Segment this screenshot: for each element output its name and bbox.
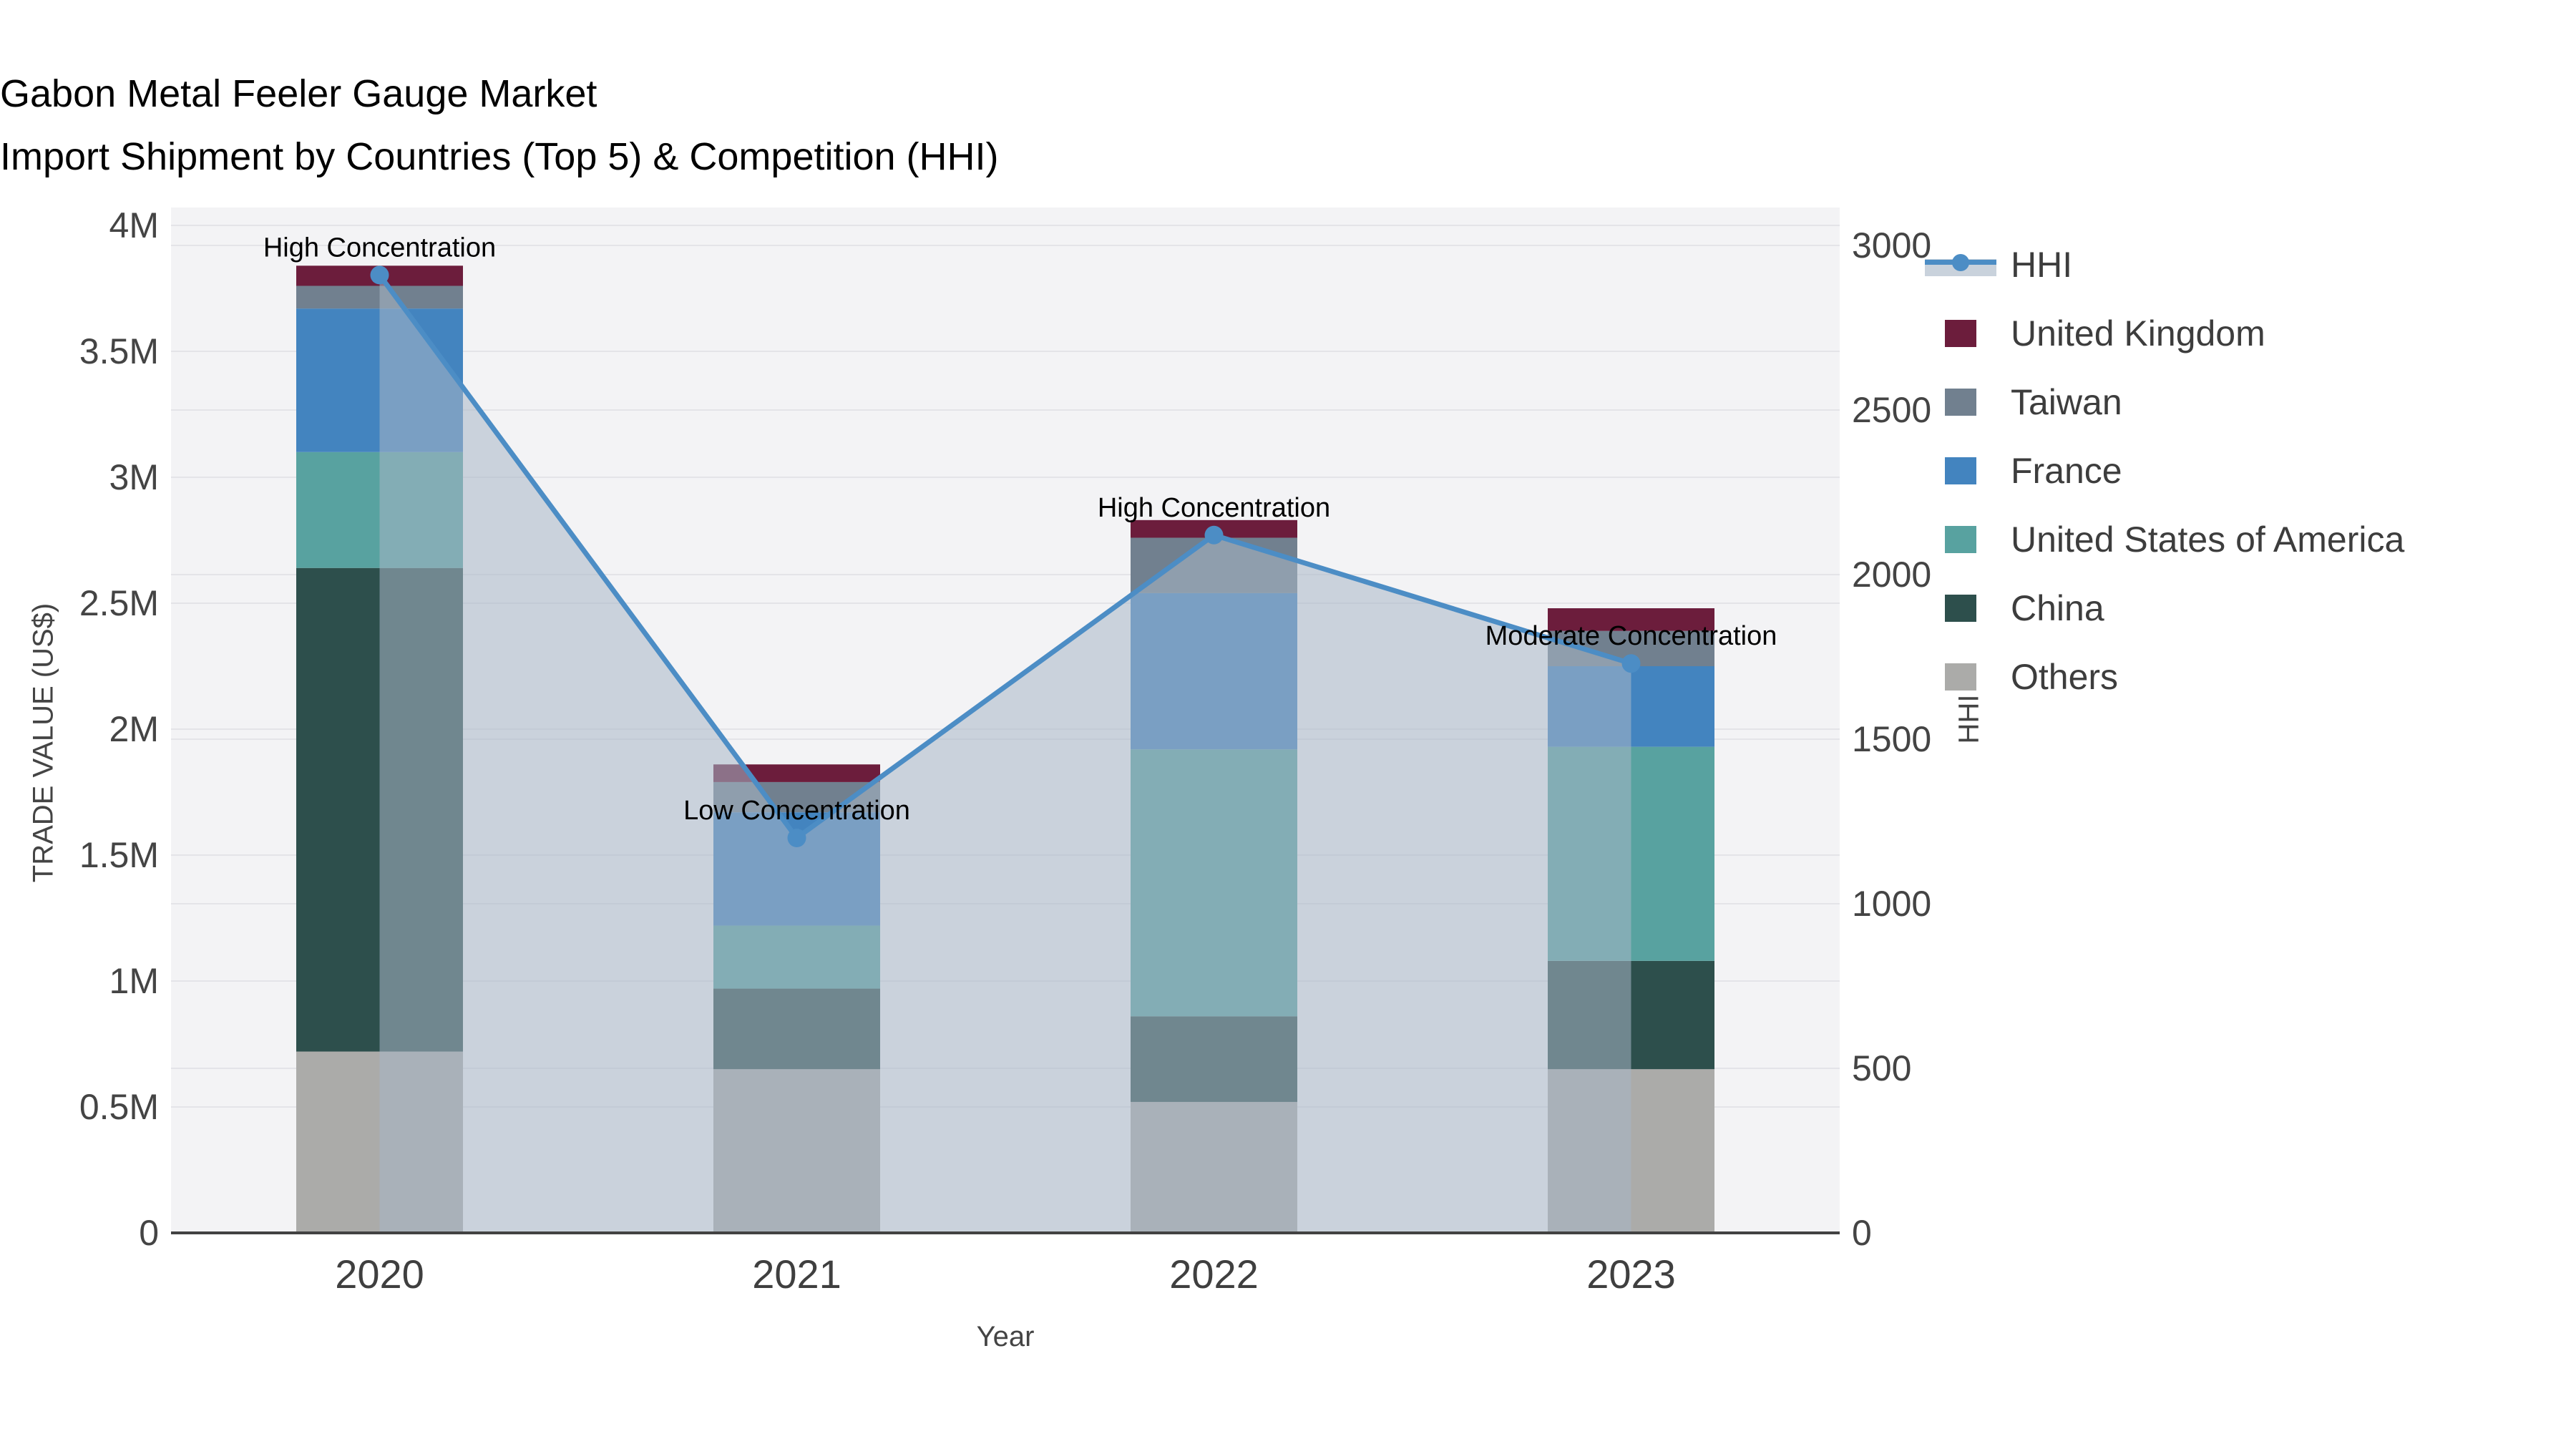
- y-left-tick-label: 2.5M: [79, 583, 159, 623]
- y-left-tick-label: 2M: [109, 709, 159, 749]
- legend-dot-icon: [1952, 254, 1969, 271]
- chart-title: Gabon Metal Feeler Gauge Market: [0, 72, 597, 115]
- y-right-tick-label: 1500: [1852, 719, 1931, 759]
- color-swatch-icon: [1945, 595, 1976, 622]
- y-right-tick-label: 1000: [1852, 884, 1931, 924]
- legend-swatch-icon: [1925, 455, 1996, 487]
- hhi-area: [379, 275, 1631, 1233]
- chart-subtitle: Import Shipment by Countries (Top 5) & C…: [0, 135, 999, 178]
- annotation-2021: Low Concentration: [683, 796, 910, 826]
- y-right-tick-label: 500: [1852, 1048, 1911, 1088]
- legend-swatch-icon: [1925, 661, 1996, 693]
- y-right-tick-label: 3000: [1852, 225, 1931, 265]
- y-left-tick-label: 3M: [109, 457, 159, 497]
- color-swatch-icon: [1945, 389, 1976, 416]
- legend-label: France: [2011, 451, 2122, 491]
- x-tick-label: 2023: [1586, 1252, 1676, 1297]
- legend-label: HHI: [2011, 245, 2073, 285]
- legend-label: United States of America: [2011, 519, 2405, 560]
- legend-item-taiwan[interactable]: Taiwan: [1925, 368, 2404, 436]
- x-tick-label: 2022: [1169, 1252, 1259, 1297]
- legend-label: United Kingdom: [2011, 313, 2265, 353]
- legend-swatch-icon: [1925, 318, 1996, 349]
- legend-label: Taiwan: [2011, 382, 2122, 422]
- annotation-2022: High Concentration: [1098, 493, 1330, 523]
- legend-item-united-kingdom[interactable]: United Kingdom: [1925, 299, 2404, 368]
- legend-item-hhi[interactable]: HHI: [1925, 230, 2404, 299]
- hhi-marker-2022[interactable]: [1204, 525, 1224, 545]
- color-swatch-icon: [1945, 526, 1976, 553]
- legend-item-others[interactable]: Others: [1925, 643, 2404, 711]
- legend-swatch-icon: [1925, 524, 1996, 555]
- y-axis-left-title: TRADE VALUE (US$): [27, 602, 59, 883]
- legend-swatch-icon: [1925, 386, 1996, 418]
- y-right-tick-label: 2500: [1852, 390, 1931, 430]
- hhi-marker-2021[interactable]: [787, 829, 806, 847]
- y-left-tick-label: 1M: [109, 961, 159, 1001]
- legend-swatch-icon: [1925, 592, 1996, 624]
- bar-segment-united-kingdom-2023[interactable]: [1548, 608, 1714, 631]
- legend-label: China: [2011, 588, 2104, 628]
- x-tick-label: 2020: [335, 1252, 424, 1297]
- y-left-tick-label: 0.5M: [79, 1087, 159, 1127]
- annotation-2020: High Concentration: [263, 233, 496, 263]
- hhi-marker-2020[interactable]: [370, 265, 389, 285]
- legend-label: Others: [2011, 657, 2119, 697]
- legend-item-united-states-of-america[interactable]: United States of America: [1925, 505, 2404, 574]
- annotation-2023: Moderate Concentration: [1485, 621, 1777, 651]
- legend: HHI United Kingdom Taiwan France United Stat…: [1925, 230, 2404, 711]
- legend-item-france[interactable]: France: [1925, 436, 2404, 505]
- y-right-tick-label: 0: [1852, 1213, 1872, 1253]
- legend-line-sample-icon: [1925, 249, 1996, 280]
- y-left-tick-label: 3.5M: [79, 331, 159, 371]
- y-right-tick-label: 2000: [1852, 555, 1931, 595]
- y-left-tick-label: 0: [139, 1213, 159, 1253]
- x-tick-label: 2021: [752, 1252, 841, 1297]
- legend-item-china[interactable]: China: [1925, 574, 2404, 643]
- y-left-tick-label: 1.5M: [79, 835, 159, 875]
- hhi-marker-2023[interactable]: [1621, 654, 1641, 673]
- color-swatch-icon: [1945, 320, 1976, 347]
- x-axis-title: Year: [976, 1321, 1035, 1352]
- color-swatch-icon: [1945, 663, 1976, 691]
- hhi-line: [377, 273, 1632, 841]
- y-left-tick-label: 4M: [109, 205, 159, 245]
- color-swatch-icon: [1945, 457, 1976, 484]
